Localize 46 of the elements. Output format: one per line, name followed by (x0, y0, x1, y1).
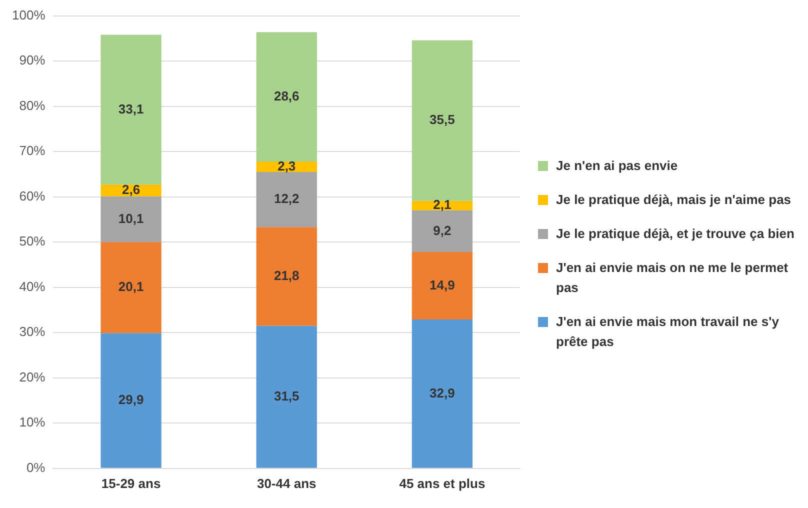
legend-label: Je le pratique déjà, et je trouve ça bien (556, 225, 794, 243)
data-label: 29,9 (118, 392, 144, 408)
bar (100, 242, 162, 334)
y-tick-label: 90% (19, 52, 46, 68)
bar (412, 210, 473, 252)
y-tick-label: 20% (19, 369, 46, 384)
data-label: 2,3 (278, 158, 296, 174)
bar (100, 196, 162, 242)
legend-label: J'en ai envie mais on ne me le permet pas (556, 259, 790, 297)
data-label: 32,9 (430, 385, 455, 400)
data-label: 2,1 (433, 197, 452, 212)
y-tick-label: 60% (19, 188, 46, 204)
bar (412, 252, 473, 320)
data-label: 20,1 (118, 279, 144, 294)
y-tick-label: 10% (19, 414, 46, 430)
y-tick-label: 70% (19, 143, 46, 158)
data-label: 2,6 (122, 182, 140, 198)
data-label: 35,5 (430, 112, 455, 128)
bar (256, 326, 317, 468)
y-tick-label: 30% (19, 324, 46, 340)
bar (256, 172, 317, 228)
x-tick-label: 45 ans et plus (399, 476, 486, 491)
legend-label: Je n'en ai pas envie (556, 157, 678, 175)
data-label: 31,5 (274, 388, 300, 404)
bar (100, 333, 162, 468)
legend-label: Je le pratique déjà, mais je n'aime pas (556, 191, 792, 209)
y-tick-label: 40% (19, 278, 46, 294)
legend-label: J'en ai envie mais mon travail ne s'y prête pas (556, 313, 780, 351)
y-tick-label: 100% (12, 7, 46, 22)
x-tick-label: 15-29 ans (101, 476, 161, 491)
bar (412, 319, 473, 468)
bar (256, 227, 317, 326)
data-label: 9,2 (433, 222, 452, 238)
x-tick-label: 30-44 ans (256, 476, 316, 491)
data-label: 10,1 (118, 210, 144, 226)
data-label: 28,6 (274, 88, 300, 104)
bar (256, 32, 317, 162)
data-label: 21,8 (274, 268, 300, 284)
data-label: 33,1 (118, 101, 144, 116)
y-tick-label: 80% (19, 98, 46, 113)
bar (412, 40, 473, 201)
data-label: 12,2 (274, 191, 300, 206)
y-tick-label: 50% (19, 234, 46, 249)
y-tick-label: 0% (26, 460, 46, 475)
bar (100, 34, 162, 185)
data-label: 14,9 (430, 277, 455, 292)
